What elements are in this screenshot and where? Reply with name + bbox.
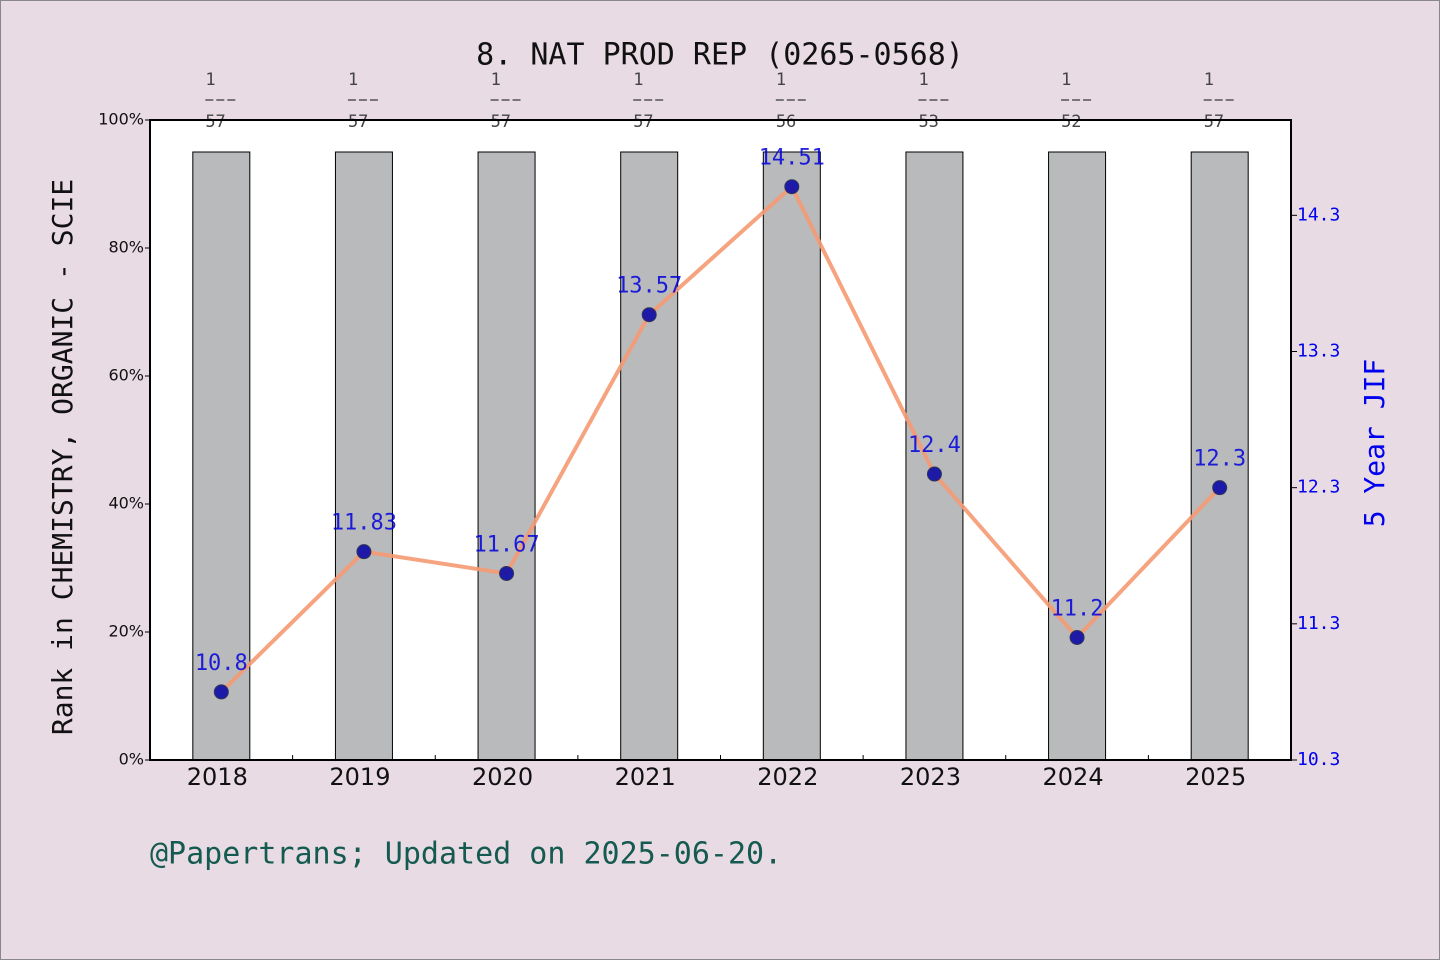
- rank-label: 1: [348, 70, 358, 90]
- total-label: 52: [1061, 112, 1081, 132]
- rank-label: 1: [1204, 70, 1214, 90]
- bar: [192, 151, 251, 761]
- value-label: 11.2: [1051, 596, 1104, 621]
- y-tick-label: 20%: [108, 622, 144, 641]
- total-label: 57: [205, 112, 225, 132]
- total-label: 57: [491, 112, 511, 132]
- total-label: 57: [348, 112, 368, 132]
- rank-label: 1: [776, 70, 786, 90]
- value-label: 11.83: [331, 511, 397, 536]
- y-tick-label: 40%: [108, 494, 144, 513]
- marker: [641, 307, 657, 323]
- plot-area: [150, 120, 1291, 760]
- y-tick-label: 100%: [98, 110, 144, 129]
- bar: [620, 151, 679, 761]
- marker: [356, 544, 372, 560]
- value-label: 11.67: [473, 532, 539, 557]
- y2-tick-label: 11.3: [1297, 613, 1340, 634]
- total-label: 53: [918, 112, 938, 132]
- x-tick-label: 2025: [1185, 763, 1246, 791]
- line: [219, 183, 1222, 694]
- y2-tick-label: 12.3: [1297, 477, 1340, 498]
- marker: [213, 684, 229, 700]
- value-label: 12.4: [908, 433, 961, 458]
- x-tick-label: 2023: [900, 763, 961, 791]
- x-tick-label: 2024: [1043, 763, 1104, 791]
- marker: [1069, 629, 1085, 645]
- value-label: 13.57: [616, 274, 682, 299]
- y-tick-label: 60%: [108, 366, 144, 385]
- rank-label: 1: [1061, 70, 1071, 90]
- total-label: 57: [633, 112, 653, 132]
- marker: [499, 565, 515, 581]
- footer: @Papertrans; Updated on 2025-06-20.: [150, 837, 782, 872]
- chart-title: 8. NAT PROD REP (0265-0568): [476, 38, 964, 73]
- rank-label: 1: [205, 70, 215, 90]
- bar: [334, 151, 393, 761]
- x-tick-label: 2018: [187, 763, 248, 791]
- marker: [1212, 480, 1228, 496]
- total-label: 56: [776, 112, 796, 132]
- bar: [762, 151, 821, 761]
- rank-label: 1: [491, 70, 501, 90]
- value-label: 12.3: [1193, 447, 1246, 472]
- marker: [926, 466, 942, 482]
- x-tick-label: 2020: [472, 763, 533, 791]
- x-tick-label: 2019: [329, 763, 390, 791]
- bar: [1190, 151, 1249, 761]
- plot-frame: [149, 119, 1292, 761]
- y2-tick-label: 13.3: [1297, 340, 1340, 361]
- value-label: 14.51: [759, 146, 825, 171]
- y2-axis-label: 5 Year JIF: [1358, 359, 1391, 528]
- y-tick-label: 0%: [119, 750, 144, 769]
- x-tick-label: 2021: [615, 763, 676, 791]
- bar: [1048, 151, 1107, 761]
- y2-tick-label: 10.3: [1297, 749, 1340, 770]
- total-label: 57: [1204, 112, 1224, 132]
- y2-tick-label: 14.3: [1297, 204, 1340, 225]
- y-tick-label: 80%: [108, 238, 144, 257]
- bar: [477, 151, 536, 761]
- value-label: 10.8: [195, 651, 248, 676]
- rank-label: 1: [633, 70, 643, 90]
- bar: [905, 151, 964, 761]
- y-axis-label: Rank in CHEMISTRY, ORGANIC - SCIE: [46, 179, 79, 735]
- rank-label: 1: [918, 70, 928, 90]
- marker: [784, 179, 800, 195]
- x-tick-label: 2022: [757, 763, 818, 791]
